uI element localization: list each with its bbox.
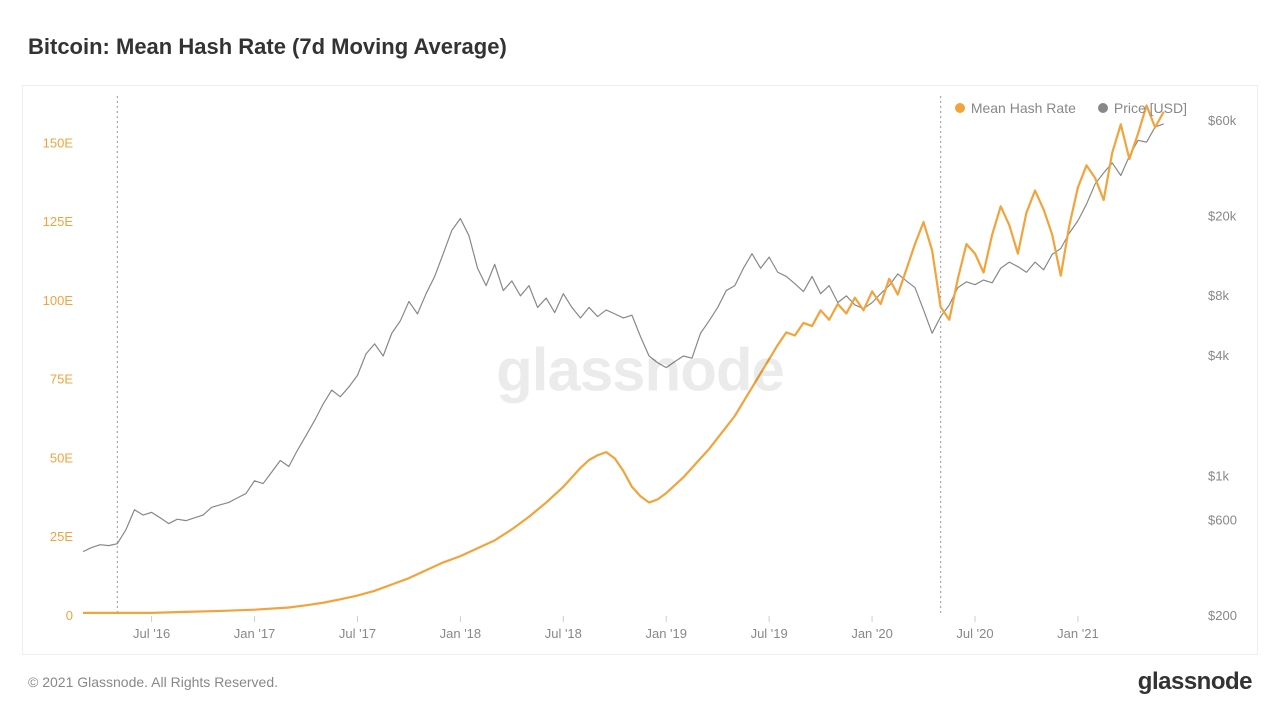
svg-text:$8k: $8k — [1208, 288, 1229, 303]
svg-text:Jan '19: Jan '19 — [645, 626, 687, 641]
legend-item-price: Price [USD] — [1098, 100, 1187, 116]
svg-text:50E: 50E — [50, 450, 73, 465]
chart-container: Mean Hash Rate Price [USD] glassnode Jul… — [22, 85, 1258, 655]
svg-text:Jul '17: Jul '17 — [339, 626, 376, 641]
svg-text:$4k: $4k — [1208, 348, 1229, 363]
legend-label: Mean Hash Rate — [971, 100, 1076, 116]
svg-text:100E: 100E — [43, 293, 74, 308]
svg-text:$600: $600 — [1208, 513, 1237, 528]
svg-text:Jan '17: Jan '17 — [234, 626, 276, 641]
svg-text:Jan '20: Jan '20 — [851, 626, 893, 641]
svg-text:125E: 125E — [43, 214, 74, 229]
legend: Mean Hash Rate Price [USD] — [955, 100, 1187, 116]
copyright-text: © 2021 Glassnode. All Rights Reserved. — [28, 674, 278, 690]
svg-text:Jan '18: Jan '18 — [440, 626, 482, 641]
svg-text:$20k: $20k — [1208, 208, 1237, 223]
svg-text:150E: 150E — [43, 135, 74, 150]
svg-text:Jan '21: Jan '21 — [1057, 626, 1099, 641]
brand-logo: glassnode — [1138, 668, 1252, 696]
legend-dot-icon — [955, 103, 965, 113]
svg-text:$1k: $1k — [1208, 468, 1229, 483]
svg-text:$200: $200 — [1208, 608, 1237, 623]
legend-dot-icon — [1098, 103, 1108, 113]
svg-text:Jul '18: Jul '18 — [545, 626, 582, 641]
svg-text:0: 0 — [66, 608, 73, 623]
svg-text:75E: 75E — [50, 372, 73, 387]
footer: © 2021 Glassnode. All Rights Reserved. g… — [0, 668, 1280, 696]
legend-label: Price [USD] — [1114, 100, 1187, 116]
svg-text:$60k: $60k — [1208, 113, 1237, 128]
chart-svg: Jul '16 Jan '17 Jul '17 Jan '18 Jul '18 Jan '… — [23, 86, 1259, 656]
chart-title: Bitcoin: Mean Hash Rate (7d Moving Avera… — [28, 34, 507, 60]
legend-item-hashrate: Mean Hash Rate — [955, 100, 1076, 116]
svg-text:Jul '19: Jul '19 — [751, 626, 788, 641]
svg-text:Jul '16: Jul '16 — [133, 626, 170, 641]
svg-text:Jul '20: Jul '20 — [956, 626, 993, 641]
svg-text:25E: 25E — [50, 529, 73, 544]
